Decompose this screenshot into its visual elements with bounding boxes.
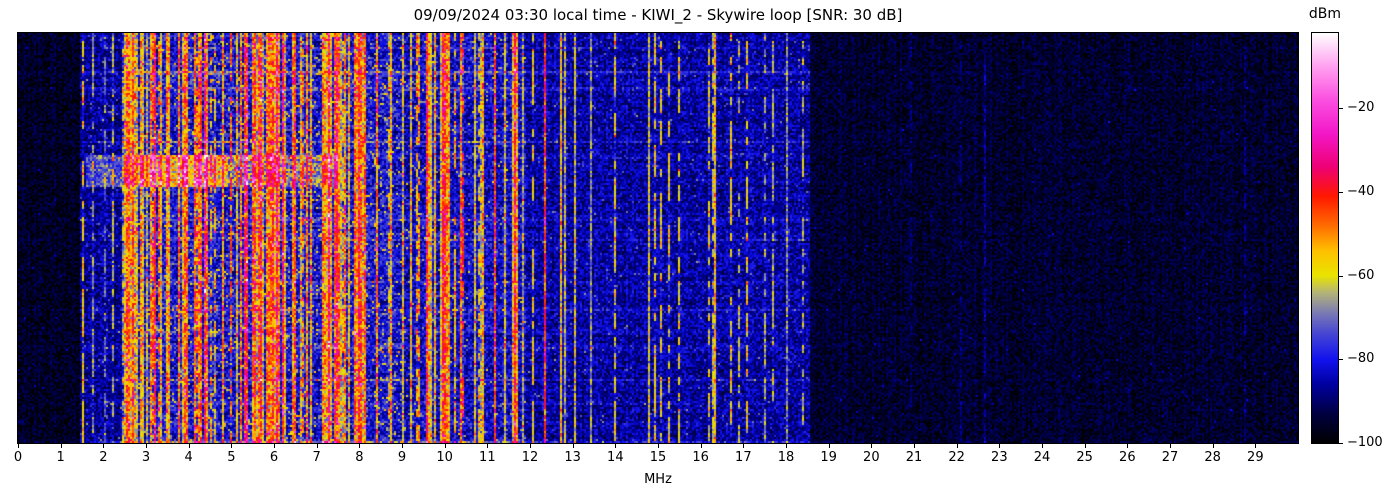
x-tick-label: 27 <box>1161 450 1179 465</box>
plot-area <box>17 32 1299 444</box>
colorbar-tick-mark <box>1339 191 1343 193</box>
x-tick-mark <box>530 444 531 448</box>
x-tick-mark <box>274 444 275 448</box>
colorbar-tick-mark <box>1339 359 1343 361</box>
colorbar-tick-mark <box>1339 275 1343 277</box>
x-tick-mark <box>615 444 617 448</box>
x-tick-label: 12 <box>521 450 539 465</box>
plot-title: 09/09/2024 03:30 local time - KIWI_2 - S… <box>413 6 903 24</box>
x-tick-mark <box>700 444 702 448</box>
x-tick-mark <box>402 444 403 448</box>
x-tick-mark <box>487 444 489 448</box>
x-tick-label: 17 <box>735 450 752 465</box>
x-tick-label: 20 <box>863 450 880 465</box>
colorbar-tick-label: −80 <box>1347 351 1375 367</box>
colorbar-tick-label: −100 <box>1347 435 1383 450</box>
x-tick-mark <box>1084 444 1086 448</box>
x-tick-mark <box>914 444 915 448</box>
x-tick-mark <box>316 444 318 448</box>
x-tick-mark <box>103 444 105 448</box>
x-axis-label: MHz <box>644 472 672 487</box>
x-tick-label: 21 <box>905 450 923 465</box>
x-tick-label: 22 <box>948 450 965 465</box>
x-tick-label: 24 <box>1033 450 1051 465</box>
x-tick-label: 18 <box>777 450 795 465</box>
x-tick-label: 10 <box>436 450 453 465</box>
x-tick-mark <box>1255 444 1257 448</box>
x-tick-label: 19 <box>820 450 837 465</box>
x-tick-label: 14 <box>607 450 624 465</box>
x-tick-mark <box>359 444 361 448</box>
x-tick-mark <box>871 444 873 448</box>
colorbar-tick-mark <box>1339 443 1343 444</box>
x-tick-label: 5 <box>227 450 236 465</box>
colorbar-gradient <box>1312 33 1338 443</box>
x-tick-mark <box>1042 444 1043 448</box>
x-tick-label: 8 <box>355 450 364 465</box>
x-tick-mark <box>188 444 190 448</box>
x-tick-mark <box>1212 444 1214 448</box>
x-tick-label: 26 <box>1119 450 1136 465</box>
x-tick-mark <box>828 444 830 448</box>
colorbar-tick-label: −40 <box>1347 183 1375 199</box>
x-tick-mark <box>1170 444 1171 448</box>
x-tick-mark <box>658 444 659 448</box>
x-tick-mark <box>444 444 446 448</box>
x-tick-mark <box>572 444 574 448</box>
colorbar <box>1311 32 1339 444</box>
colorbar-tick-label: −20 <box>1347 100 1375 116</box>
x-tick-label: 23 <box>991 450 1008 465</box>
x-tick-label: 15 <box>649 450 667 465</box>
x-tick-label: 16 <box>692 450 709 465</box>
x-tick-mark <box>231 444 233 448</box>
colorbar-tick-mark <box>1339 108 1343 110</box>
x-tick-label: 0 <box>13 450 23 465</box>
waterfall-canvas <box>18 33 1298 443</box>
x-tick-mark <box>18 444 19 448</box>
x-tick-mark <box>743 444 745 448</box>
x-tick-label: 1 <box>56 450 65 465</box>
colorbar-tick-label: −60 <box>1347 267 1375 283</box>
x-tick-label: 28 <box>1204 450 1221 465</box>
x-tick-label: 6 <box>269 450 279 465</box>
x-tick-mark <box>956 444 958 448</box>
x-tick-label: 11 <box>479 450 496 465</box>
x-tick-label: 29 <box>1247 450 1264 465</box>
x-tick-mark <box>1127 444 1129 448</box>
x-tick-mark <box>146 444 147 448</box>
x-tick-mark <box>786 444 787 448</box>
x-tick-label: 3 <box>141 450 151 465</box>
x-tick-label: 13 <box>564 450 581 465</box>
x-tick-label: 2 <box>99 450 108 465</box>
x-tick-label: 25 <box>1076 450 1093 465</box>
x-tick-label: 4 <box>184 450 193 465</box>
x-tick-mark <box>999 444 1001 448</box>
x-tick-label: 9 <box>397 450 407 465</box>
x-tick-mark <box>60 444 62 448</box>
colorbar-unit-label: dBm <box>1308 6 1342 22</box>
x-tick-label: 7 <box>312 450 321 465</box>
